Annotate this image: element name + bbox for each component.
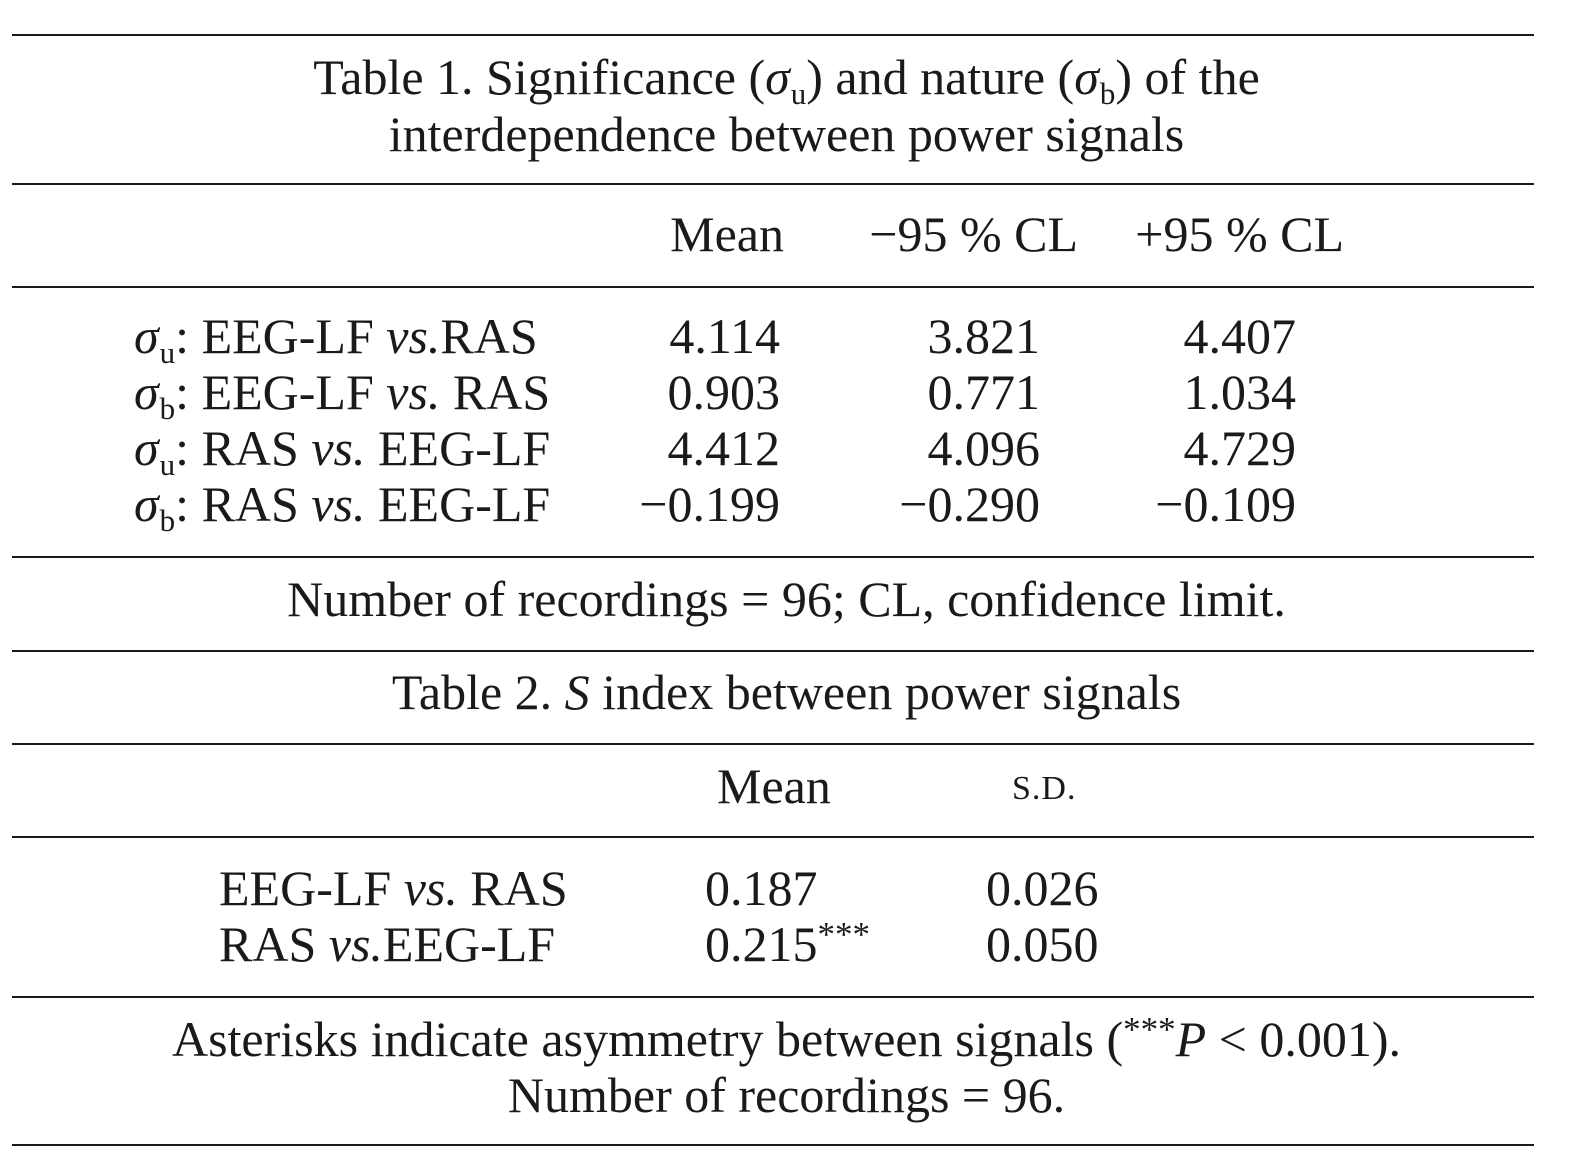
table1-top-rule [12, 34, 1534, 36]
table1-title-suffix: ) of the [1115, 49, 1260, 105]
sigma-symbol: σ [1074, 49, 1099, 105]
table2-col-mean: Mean [717, 758, 831, 814]
mean-number: 0.215 [705, 916, 818, 972]
table2-body-rule [12, 996, 1534, 998]
sigma-symbol: σ [765, 49, 790, 105]
vs-text: vs. [311, 420, 366, 476]
significance-stars: *** [1123, 1010, 1176, 1050]
significance-stars: *** [817, 915, 871, 955]
sigma-symbol: σ [134, 364, 159, 420]
p-symbol: P [1175, 1011, 1207, 1067]
label-text: RAS [440, 364, 551, 420]
sd-value: 0.026 [986, 860, 1099, 916]
vs-text: vs. [386, 308, 441, 364]
lower-cl-value: 3.821 [927, 308, 1041, 364]
table2-footnote-line1: Asterisks indicate asymmetry between sig… [0, 1011, 1573, 1067]
table1-body-rule [12, 556, 1534, 558]
upper-cl-value: 4.729 [1183, 420, 1297, 476]
vs-text: vs. [386, 364, 441, 420]
table1-title-line1: Table 1. Significance (σu) and nature (σ… [0, 49, 1573, 109]
table2-title-italic: S [564, 664, 590, 720]
row-label: EEG-LF vs. RAS [219, 863, 568, 913]
mean-number: 0.187 [705, 860, 818, 916]
table2-bottom-rule [12, 1144, 1534, 1146]
lower-cl-value: −0.290 [899, 476, 1040, 532]
mean-value: 4.114 [669, 308, 780, 364]
row-label: RAS vs.EEG-LF [219, 919, 555, 969]
table1-bottom-rule [12, 650, 1534, 652]
row-label: σb: EEG-LF vs. RAS [134, 364, 551, 424]
mean-value: 4.412 [667, 420, 781, 476]
upper-cl-value: −0.109 [1155, 476, 1296, 532]
subscript: u [159, 446, 176, 482]
table2-title-suffix: index between power signals [589, 664, 1182, 720]
table1-title-mid: ) and nature ( [806, 49, 1075, 105]
table1-title-rule [12, 183, 1534, 185]
table2-col-sd: S.D. [1012, 770, 1077, 807]
table1-title-line2: interdependence between power signals [388, 106, 1185, 162]
label-text: EEG-LF [365, 476, 551, 532]
mean-value: 0.903 [667, 364, 781, 420]
row-label: σu: EEG-LF vs.RAS [134, 308, 538, 368]
sigma-symbol: σ [134, 476, 159, 532]
table1-col-upper-cl: +95 % CL [1135, 206, 1344, 262]
label-text: : RAS [175, 420, 312, 476]
mean-value: −0.199 [639, 476, 780, 532]
lower-cl-value: 0.771 [927, 364, 1041, 420]
subscript: b [159, 390, 176, 426]
subscript-u: u [790, 75, 807, 111]
table1-col-mean: Mean [670, 206, 784, 262]
label-text: : RAS [175, 476, 312, 532]
sigma-symbol: σ [134, 308, 159, 364]
table2-footnote-line2: Number of recordings = 96. [507, 1067, 1066, 1123]
label-text: RAS [440, 308, 538, 364]
label-text: EEG-LF [365, 420, 551, 476]
subscript: u [159, 334, 176, 370]
sigma-symbol: σ [134, 420, 159, 476]
label-text: RAS [219, 916, 329, 972]
vs-text: vs. [403, 860, 458, 916]
subscript-b: b [1099, 75, 1116, 111]
table1-header-rule [12, 286, 1534, 288]
table2-title-rule [12, 743, 1534, 745]
table2-title-prefix: Table 2. [391, 664, 565, 720]
mean-value: 0.215*** [705, 916, 870, 972]
sd-value: 0.050 [986, 916, 1099, 972]
label-text: EEG-LF [382, 916, 556, 972]
footnote-text: Asterisks indicate asymmetry between sig… [171, 1011, 1124, 1067]
label-text: EEG-LF [219, 860, 404, 916]
table1-footnote: Number of recordings = 96; CL, confidenc… [287, 571, 1286, 627]
row-label: σb: RAS vs. EEG-LF [134, 476, 551, 536]
label-text: : EEG-LF [175, 308, 387, 364]
subscript: b [159, 502, 176, 538]
lower-cl-value: 4.096 [927, 420, 1041, 476]
table2-title: Table 2. S index between power signals [0, 667, 1573, 717]
table1-title-prefix: Table 1. Significance ( [313, 49, 766, 105]
label-text: : EEG-LF [175, 364, 387, 420]
vs-text: vs. [328, 916, 383, 972]
upper-cl-value: 1.034 [1183, 364, 1297, 420]
vs-text: vs. [311, 476, 366, 532]
row-label: σu: RAS vs. EEG-LF [134, 420, 551, 480]
table1-col-lower-cl: −95 % CL [869, 206, 1078, 262]
upper-cl-value: 4.407 [1183, 308, 1297, 364]
label-text: RAS [457, 860, 568, 916]
footnote-text: < 0.001). [1206, 1011, 1402, 1067]
mean-value: 0.187 [705, 863, 818, 913]
table2-header-rule [12, 836, 1534, 838]
